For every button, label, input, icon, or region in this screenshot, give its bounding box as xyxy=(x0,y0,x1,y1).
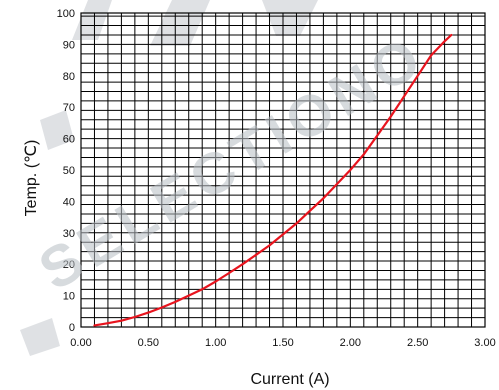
x-tick-label: 0.00 xyxy=(70,337,91,349)
y-tick-label: 20 xyxy=(63,259,75,271)
x-tick-label: 1.00 xyxy=(205,337,226,349)
series-point xyxy=(389,115,392,118)
watermark-shape-3 xyxy=(262,0,318,36)
series-point xyxy=(160,306,163,309)
y-tick-label: 100 xyxy=(57,8,75,20)
x-tick-label: 0.50 xyxy=(138,337,159,349)
series-point xyxy=(228,272,231,274)
series-point xyxy=(430,54,432,57)
series-point xyxy=(416,74,419,77)
watermark-shape-2 xyxy=(150,0,210,46)
series-point xyxy=(376,134,379,137)
x-tick-label: 2.50 xyxy=(407,337,428,349)
series-point xyxy=(336,183,338,186)
y-tick-label: 10 xyxy=(63,291,75,303)
y-tick-label: 80 xyxy=(63,71,75,83)
y-tick-labels: 0 10 20 30 40 50 60 70 80 90 100 xyxy=(57,8,75,334)
axes xyxy=(80,12,486,328)
y-tick-label: 30 xyxy=(63,228,75,240)
x-tick-labels: 0.00 0.50 1.00 1.50 2.00 2.50 3.00 xyxy=(70,337,495,349)
y-tick-label: 90 xyxy=(63,39,75,51)
x-tick-label: 3.00 xyxy=(474,337,495,349)
y-axis-title: Temp. (℃) xyxy=(23,140,40,217)
series-point xyxy=(107,322,109,325)
x-tick-label: 1.50 xyxy=(272,337,293,349)
series-point xyxy=(450,34,453,36)
series-point xyxy=(268,244,271,247)
series-point xyxy=(443,40,446,43)
series-point xyxy=(349,169,352,171)
series-point xyxy=(93,324,96,327)
series-point xyxy=(174,301,177,303)
series-point xyxy=(147,311,150,314)
series-point xyxy=(403,95,406,98)
series-point xyxy=(187,294,190,297)
series-point xyxy=(241,263,244,266)
series-line-0 xyxy=(93,33,453,327)
series-point xyxy=(255,253,257,256)
y-tick-label: 50 xyxy=(63,165,75,177)
series-layer xyxy=(93,33,453,327)
y-tick-label: 40 xyxy=(63,196,75,208)
series-point xyxy=(201,288,204,291)
series-point xyxy=(295,222,298,225)
series-point xyxy=(322,197,325,200)
series-point xyxy=(309,209,311,212)
y-tick-label: 60 xyxy=(63,134,75,146)
watermark-shape-5 xyxy=(20,318,60,356)
series-point xyxy=(120,319,123,322)
series-point xyxy=(362,153,365,156)
watermark-shape-1 xyxy=(72,0,112,40)
plot-frame xyxy=(80,12,486,328)
series-point xyxy=(214,280,217,283)
x-tick-label: 2.00 xyxy=(340,337,361,349)
x-axis-title: Current (A) xyxy=(250,371,329,388)
y-tick-label: 0 xyxy=(69,322,75,334)
watermark-shape-4 xyxy=(40,110,74,150)
series-point xyxy=(282,233,284,236)
y-tick-label: 70 xyxy=(63,102,75,114)
series-point xyxy=(134,316,136,318)
